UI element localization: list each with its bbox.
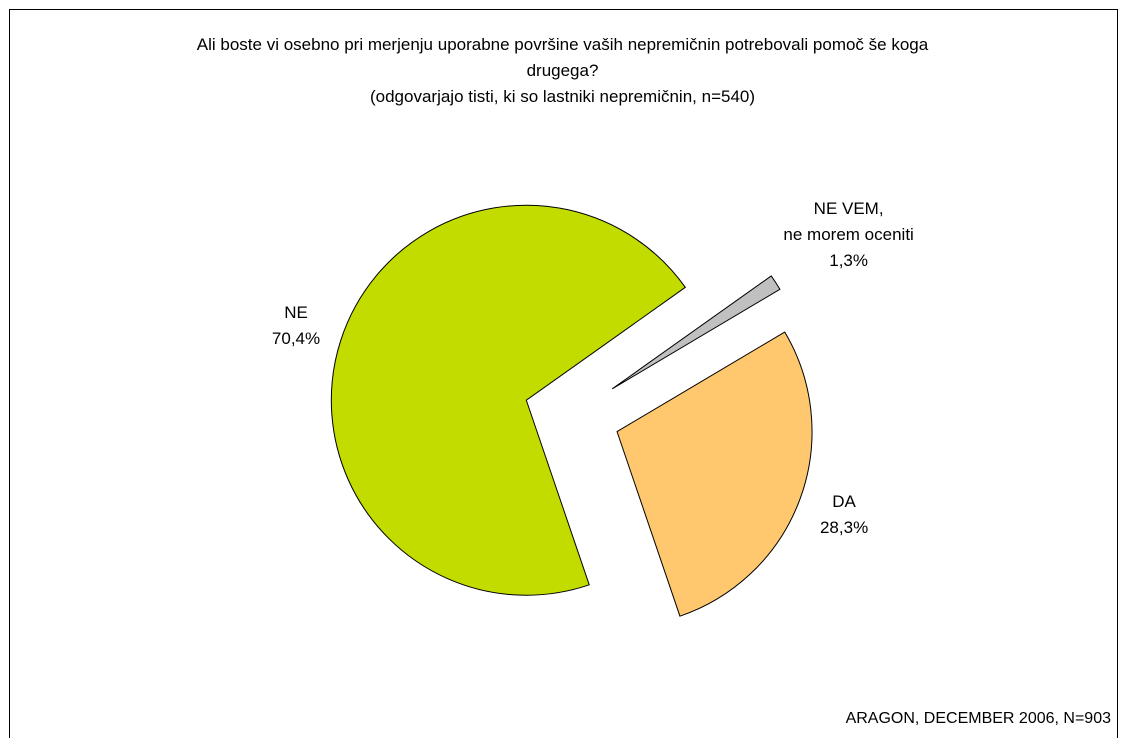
pie-slice <box>611 275 781 390</box>
pie-slice <box>616 331 813 617</box>
chart-title: Ali boste vi osebno pri merjenju uporabn… <box>196 35 929 80</box>
category-label: NE VEM, ne morem oceniti <box>783 199 914 245</box>
value-label: 1,3% <box>829 251 868 271</box>
category-label: NE <box>284 302 308 322</box>
slice-label: NE VEM, ne morem oceniti 1,3% <box>783 196 913 274</box>
slice-label: DA 28,3% <box>820 489 868 541</box>
chart-frame <box>9 9 1118 738</box>
category-label: DA <box>832 492 856 512</box>
chart-subtitle: (odgovarjajo tisti, ki so lastniki nepre… <box>369 87 756 106</box>
pie <box>330 204 813 617</box>
slice-label: NE 70,4% <box>272 300 320 352</box>
title-block: Ali boste vi osebno pri merjenju uporabn… <box>0 32 1125 110</box>
pie-slice <box>330 204 687 596</box>
value-label: 70,4% <box>271 328 321 348</box>
value-label: 28,3% <box>819 518 869 538</box>
source-note: ARAGON, DECEMBER 2006, N=903 <box>845 710 1111 727</box>
